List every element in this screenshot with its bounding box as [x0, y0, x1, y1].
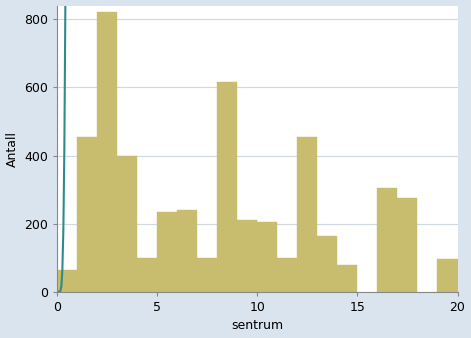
- Bar: [57, 270, 77, 292]
- Bar: [217, 82, 237, 292]
- X-axis label: sentrum: sentrum: [231, 319, 284, 333]
- Bar: [237, 220, 257, 292]
- Bar: [398, 198, 417, 292]
- Bar: [157, 212, 177, 292]
- Y-axis label: Antall: Antall: [6, 131, 18, 167]
- Bar: [297, 137, 317, 292]
- Bar: [197, 258, 217, 292]
- Bar: [277, 258, 297, 292]
- Bar: [97, 13, 117, 292]
- Bar: [257, 222, 277, 292]
- Bar: [117, 155, 137, 292]
- Bar: [77, 137, 97, 292]
- Bar: [177, 210, 197, 292]
- Bar: [438, 260, 457, 292]
- Bar: [137, 258, 157, 292]
- Bar: [377, 188, 398, 292]
- Bar: [317, 236, 337, 292]
- Bar: [337, 265, 357, 292]
